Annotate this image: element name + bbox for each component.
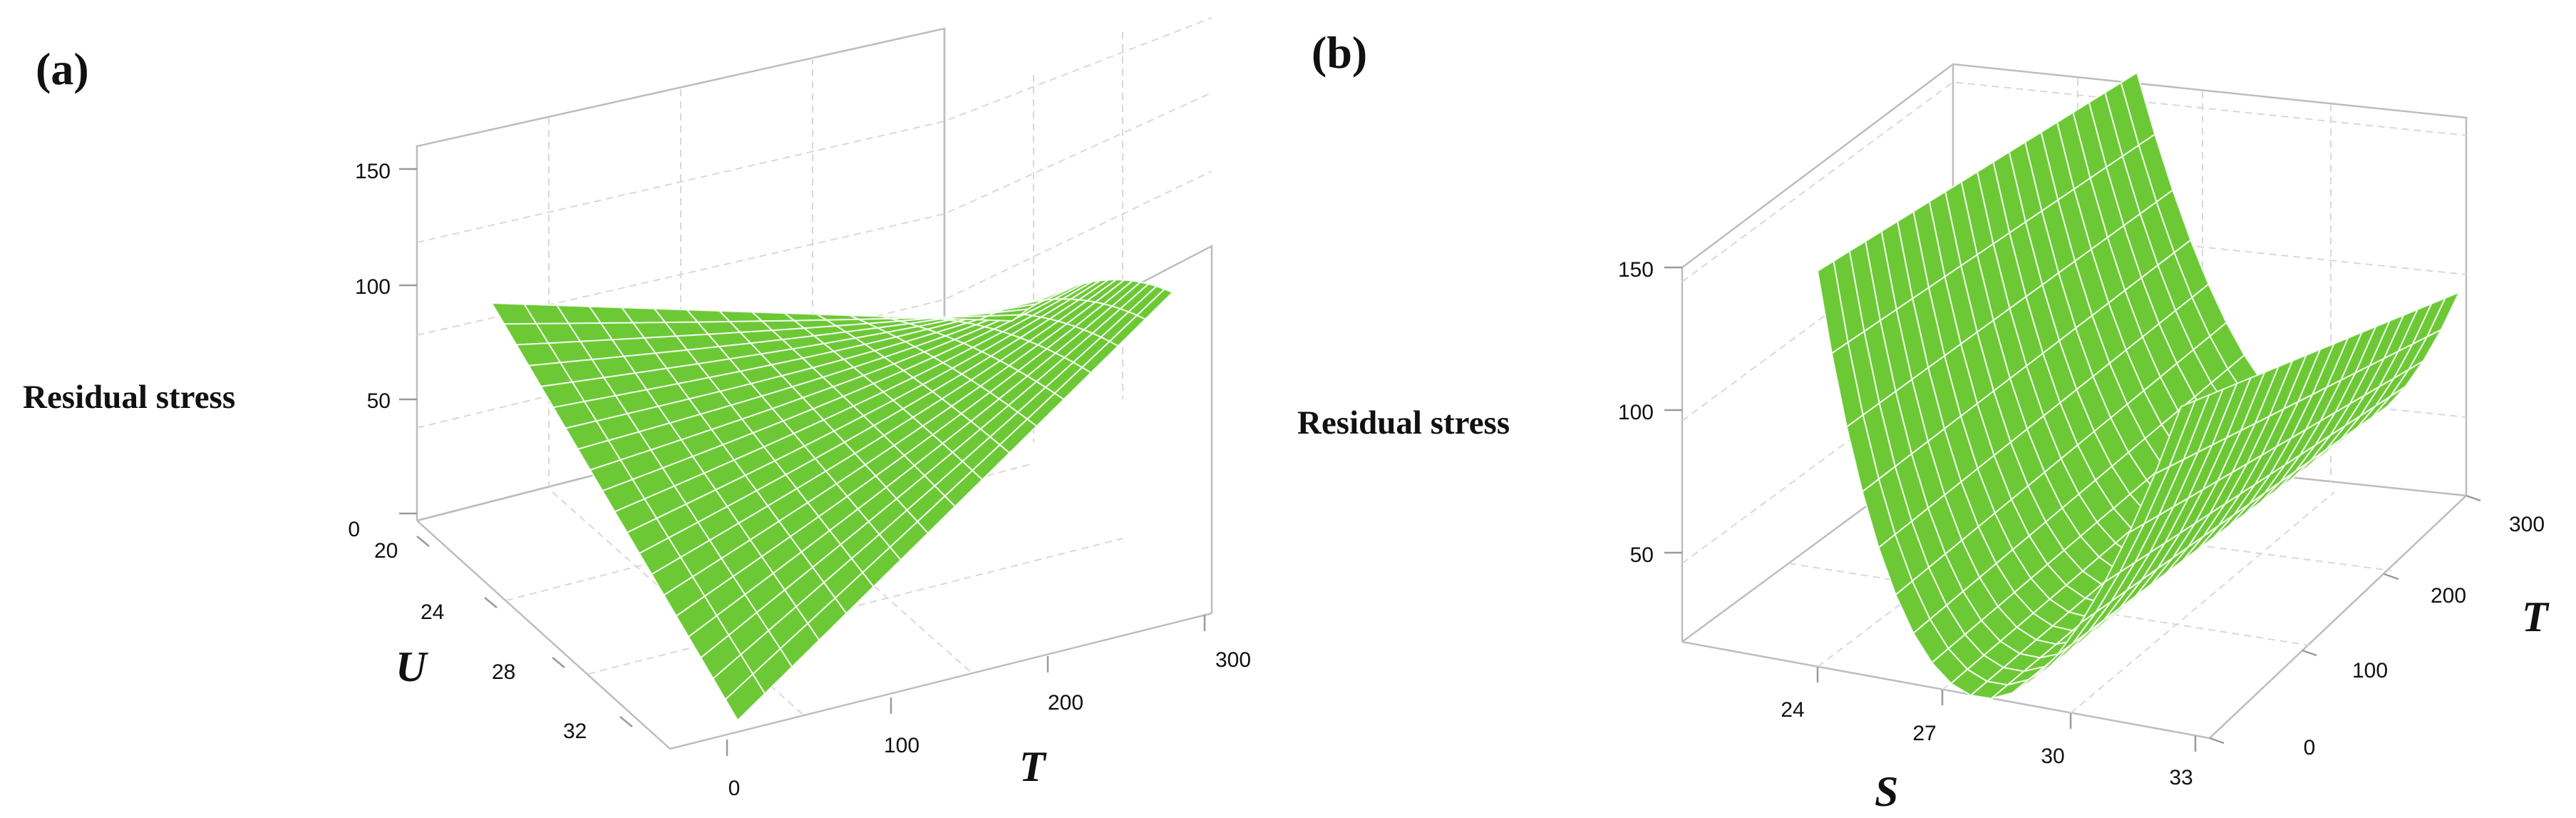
u-tick-28: 28 <box>492 660 515 684</box>
z-tick-50: 50 <box>367 389 391 413</box>
z-tick-50: 50 <box>1630 543 1654 567</box>
s-tick-30: 30 <box>2041 745 2064 768</box>
surface-plot-b: 150 100 50 24 27 30 33 0 100 200 300 (b)… <box>1290 0 2576 818</box>
t-tick-100: 100 <box>2352 659 2388 682</box>
surface-a-cell <box>1135 288 1174 320</box>
z-axis-title-b: Residual stress <box>1297 404 1510 441</box>
z-tick-150: 150 <box>355 160 391 183</box>
plot-canvas-a: 150 100 50 0 20 24 28 32 0 100 200 300 (… <box>23 17 1251 800</box>
axis-ticks-b <box>1664 266 2481 752</box>
z-tick-150: 150 <box>1618 258 1654 282</box>
t-tick-300: 300 <box>1215 648 1251 672</box>
response-surface-b <box>1816 71 2461 700</box>
panel-label-b: (b) <box>1312 27 1367 78</box>
t-tick-200: 200 <box>1048 691 1083 715</box>
t-tick-0: 0 <box>2304 736 2316 760</box>
u-tick-24: 24 <box>421 600 444 624</box>
s-tick-27: 27 <box>1912 722 1936 745</box>
z-axis-title-a: Residual stress <box>23 379 235 416</box>
t-tick-300: 300 <box>2509 513 2545 536</box>
z-tick-100: 100 <box>1618 401 1654 424</box>
panel-label-a: (a) <box>36 44 89 94</box>
t-axis-title-a: T <box>1019 743 1047 790</box>
s-tick-33: 33 <box>2169 766 2193 789</box>
u-tick-20: 20 <box>374 539 398 563</box>
response-surface-a <box>490 279 1174 722</box>
surface-plot-a: 150 100 50 0 20 24 28 32 0 100 200 300 (… <box>23 17 1251 800</box>
t-tick-200: 200 <box>2431 584 2466 608</box>
t-axis-title-b: T <box>2522 593 2550 640</box>
surface-b-cell <box>2153 399 2197 476</box>
axis-ticks-a <box>399 168 1206 756</box>
s-axis-title: S <box>1875 768 1898 815</box>
u-axis-title: U <box>396 643 428 690</box>
t-tick-100: 100 <box>884 734 919 757</box>
z-tick-0: 0 <box>348 518 360 541</box>
u-tick-32: 32 <box>563 720 587 743</box>
plot-canvas-b: 150 100 50 24 27 30 33 0 100 200 300 (b)… <box>1297 27 2550 815</box>
t-tick-0: 0 <box>728 777 741 800</box>
z-tick-100: 100 <box>355 275 391 299</box>
s-tick-24: 24 <box>1781 698 1804 722</box>
